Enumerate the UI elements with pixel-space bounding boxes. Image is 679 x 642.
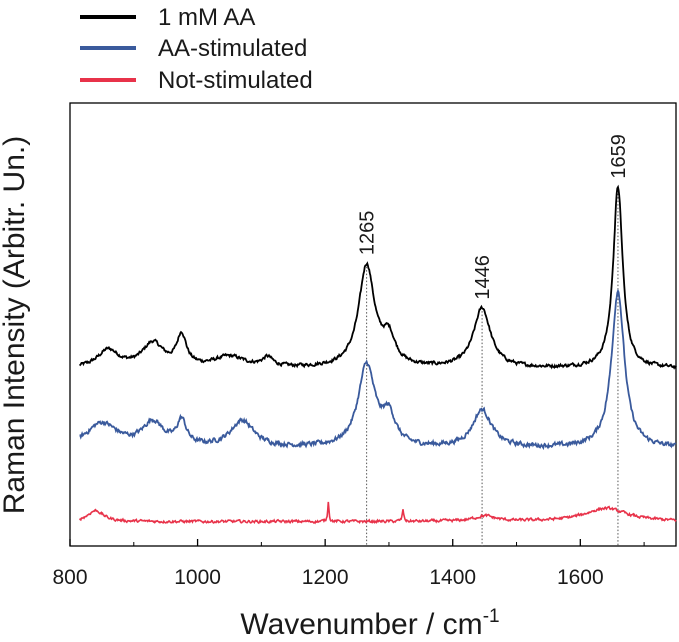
series-line-not-stimulated xyxy=(78,501,677,525)
legend-label-1mm-aa: 1 mM AA xyxy=(158,4,255,31)
plot-frame xyxy=(69,102,677,547)
legend-label-not-stimulated: Not-stimulated xyxy=(158,67,313,94)
y-axis-label: Raman Intensity (Arbitr. Un.) xyxy=(0,136,31,514)
x-axis-label-text: Wavenumber / cm xyxy=(240,608,482,641)
series-line-aa-stimulated xyxy=(79,288,677,451)
x-tick-label-800: 800 xyxy=(52,566,87,589)
x-tick-label-1200: 1200 xyxy=(302,566,349,589)
peak-label-1446: 1446 xyxy=(472,255,494,300)
x-tick-label-1600: 1600 xyxy=(557,566,604,589)
peak-label-1265: 1265 xyxy=(357,211,379,256)
x-tick-label-1400: 1400 xyxy=(429,566,476,589)
peak-labels: 1265 1446 1659 xyxy=(357,134,630,300)
x-tick-label-1000: 1000 xyxy=(174,566,221,589)
series-line-1mm-aa xyxy=(78,184,677,370)
legend-label-aa-stimulated: AA-stimulated xyxy=(158,35,307,62)
x-axis-label: Wavenumber / cm-1 xyxy=(240,606,499,641)
peak-label-1659: 1659 xyxy=(608,134,630,179)
series-group xyxy=(78,184,677,525)
peak-guide-lines xyxy=(366,186,619,546)
x-axis-label-superscript: -1 xyxy=(483,606,500,627)
legend: 1 mM AA AA-stimulated Not-stimulated xyxy=(80,4,313,94)
x-axis-ticks: 800 1000 1200 1400 1600 xyxy=(52,539,645,589)
